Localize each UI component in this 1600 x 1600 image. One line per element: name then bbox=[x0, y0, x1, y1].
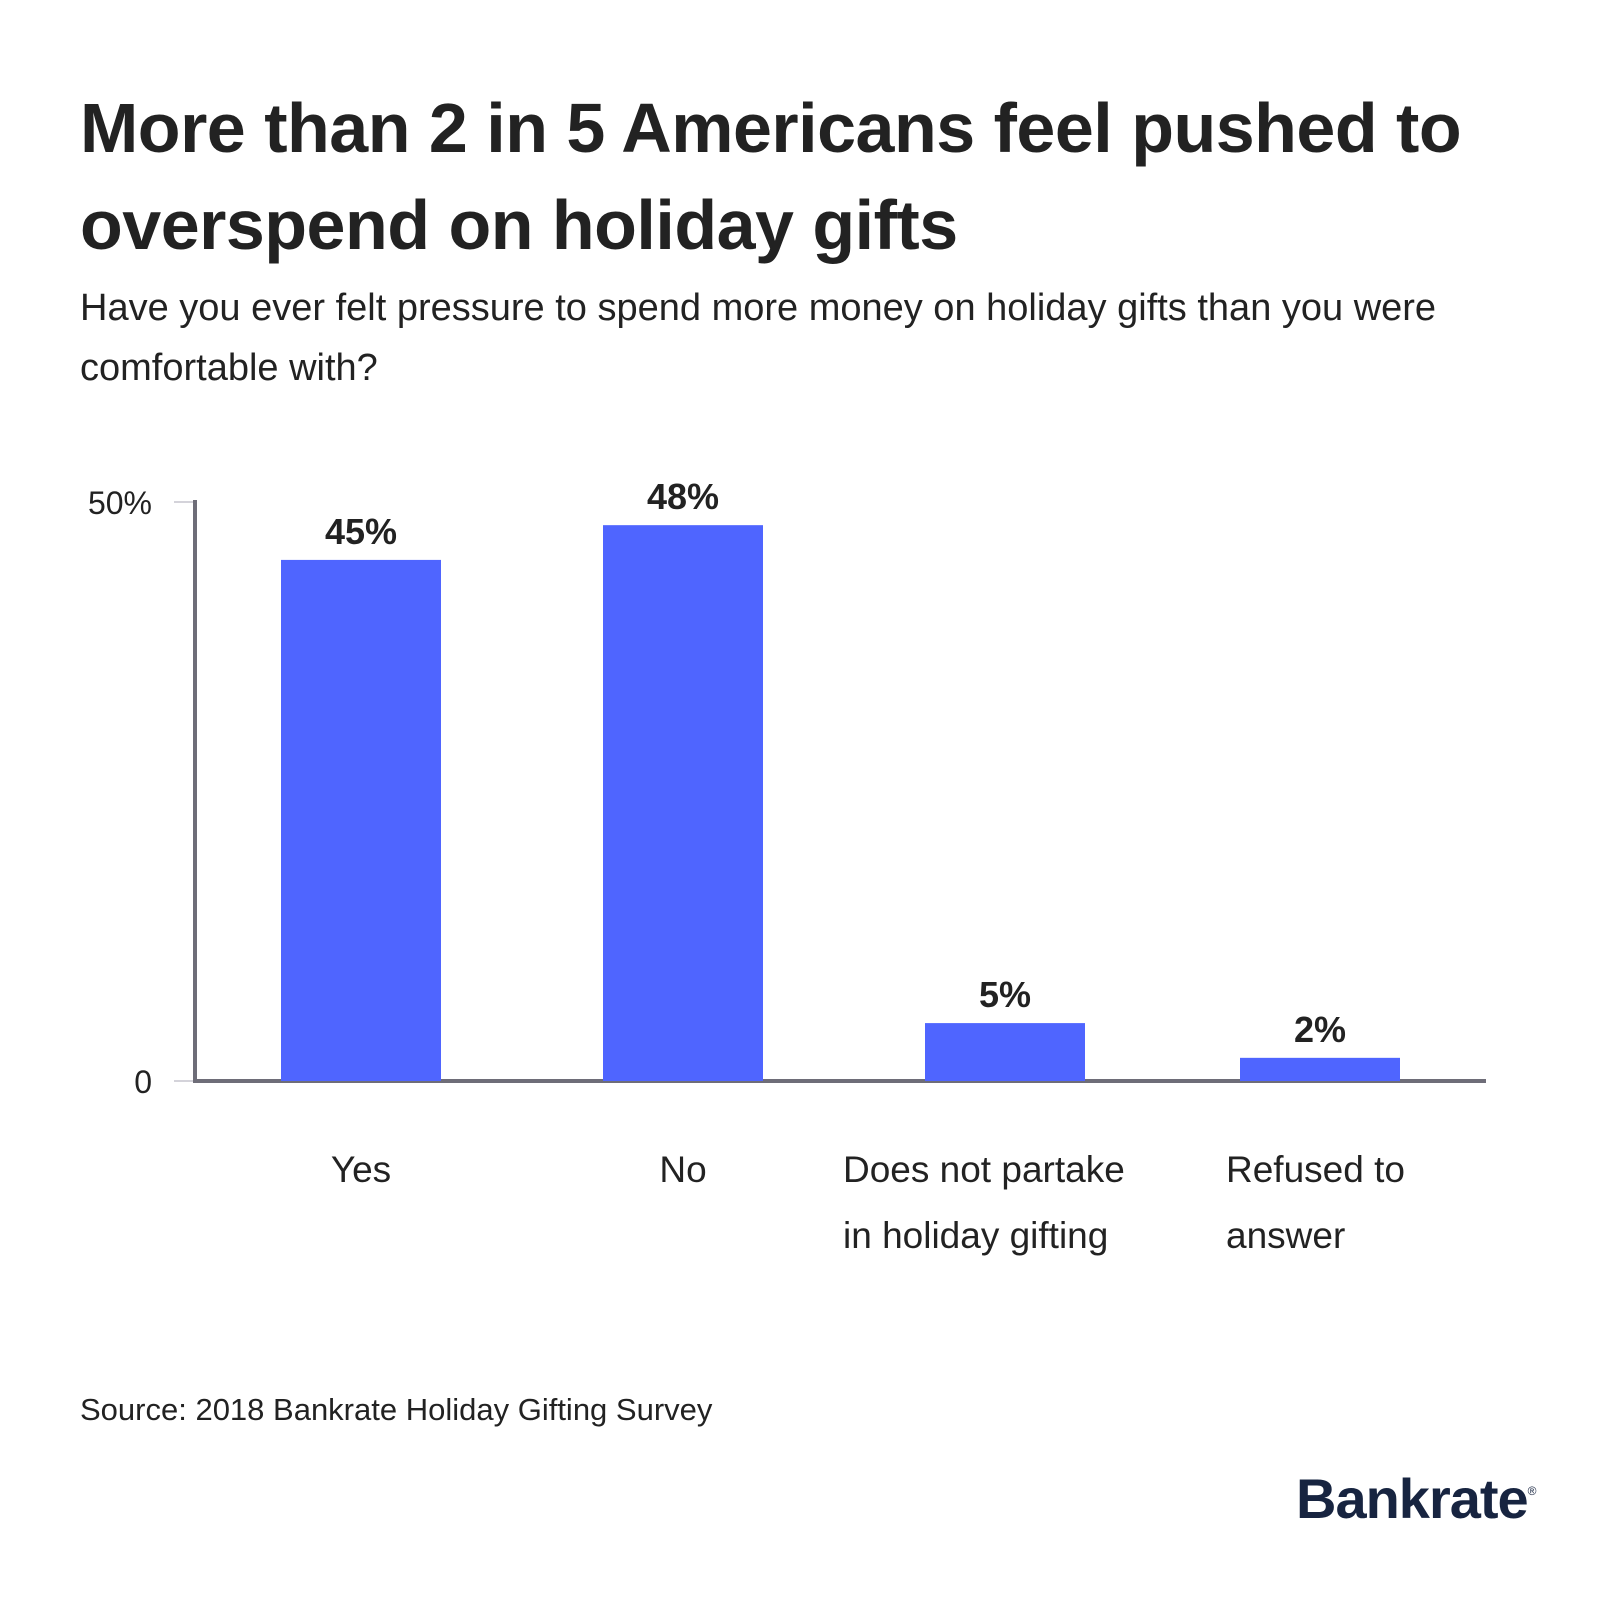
labels: 0 50% 45% Yes 48% No 5% Does not partake in holi… bbox=[88, 476, 1405, 1256]
bar bbox=[603, 525, 763, 1081]
category-label: Does not partake bbox=[843, 1149, 1125, 1190]
category-label: in holiday gifting bbox=[843, 1215, 1108, 1256]
logo-text: Bankrate bbox=[1296, 1467, 1529, 1530]
y-tick-label: 0 bbox=[134, 1064, 152, 1100]
registered-mark: ® bbox=[1527, 1484, 1537, 1498]
value-label: 48% bbox=[647, 476, 719, 517]
bar bbox=[925, 1023, 1085, 1081]
category-label: Yes bbox=[331, 1149, 391, 1190]
chart-subtitle: Have you ever felt pressure to spend mor… bbox=[80, 287, 1437, 389]
bar bbox=[1240, 1057, 1400, 1081]
category-label: answer bbox=[1226, 1215, 1345, 1256]
value-label: 2% bbox=[1294, 1009, 1346, 1050]
source-note: Source: 2018 Bankrate Holiday Gifting Su… bbox=[80, 1392, 713, 1427]
value-label: 45% bbox=[325, 511, 397, 552]
category-label: Refused to bbox=[1226, 1149, 1405, 1190]
chart-title: More than 2 in 5 Americans feel pushed t… bbox=[80, 89, 1462, 264]
value-label: 5% bbox=[979, 974, 1031, 1015]
bars bbox=[281, 525, 1400, 1081]
category-label: No bbox=[659, 1149, 706, 1190]
bar bbox=[281, 559, 441, 1081]
y-tick-label: 50% bbox=[88, 485, 152, 521]
bankrate-logo: Bankrate® bbox=[1296, 1466, 1536, 1531]
